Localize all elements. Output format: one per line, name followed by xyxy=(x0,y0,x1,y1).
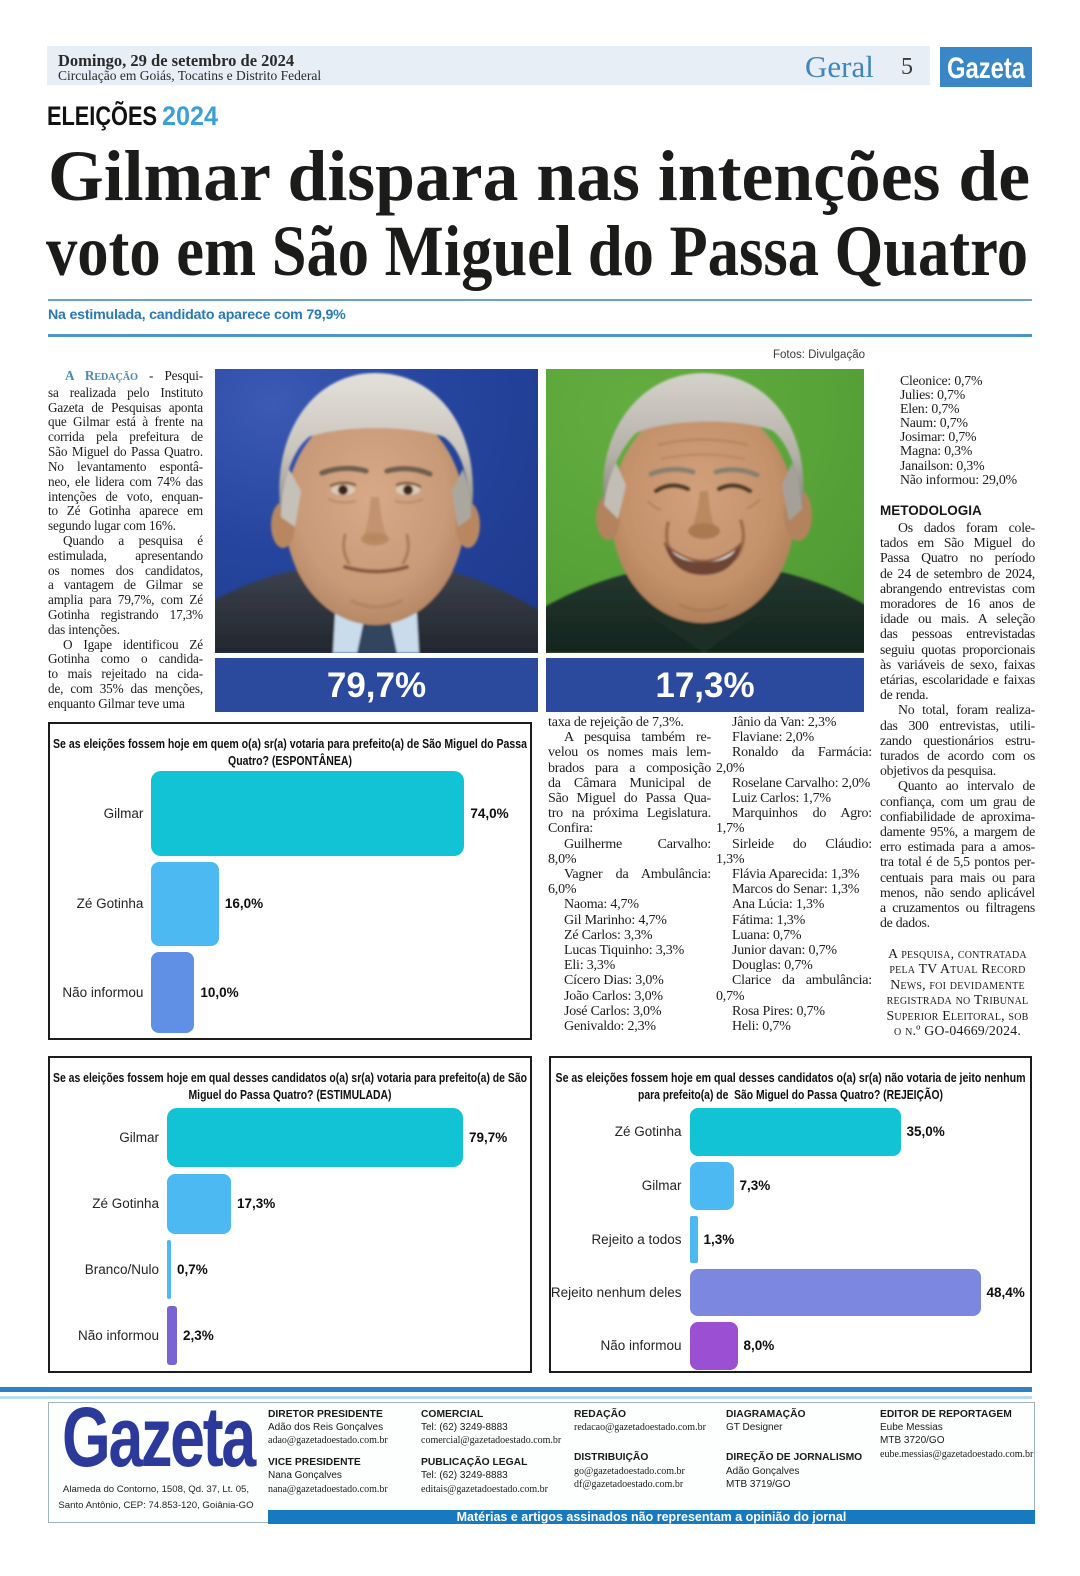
svg-text:Gilmar dispara nas intenções d: Gilmar dispara nas intenções de xyxy=(48,136,1030,216)
svg-text:Gazeta: Gazeta xyxy=(62,1390,257,1480)
svg-text:Se as eleições fossem hoje em: Se as eleições fossem hoje em qual desse… xyxy=(53,1070,527,1085)
svg-text:para prefeito(a) de São Migue: para prefeito(a) de São Miguel do Passa … xyxy=(638,1087,943,1102)
svg-text:Quatro? (ESPONTÂNEA): Quatro? (ESPONTÂNEA) xyxy=(228,753,352,768)
svg-text:voto em São Miguel do Passa Qu: voto em São Miguel do Passa Quatro xyxy=(46,211,1028,291)
svg-text:Se as eleições fossem hoje em: Se as eleições fossem hoje em qual desse… xyxy=(556,1070,1026,1085)
svg-text:Se as eleições fossem hoje em: Se as eleições fossem hoje em quem o(a) … xyxy=(53,736,528,751)
svg-text:Miguel do Passa Quatro? (ESTIM: Miguel do Passa Quatro? (ESTIMULADA) xyxy=(189,1087,392,1102)
svg-text:2024: 2024 xyxy=(162,101,218,131)
svg-text:Gazeta: Gazeta xyxy=(947,52,1025,85)
svg-text:ELEIÇÕES: ELEIÇÕES xyxy=(47,100,157,131)
